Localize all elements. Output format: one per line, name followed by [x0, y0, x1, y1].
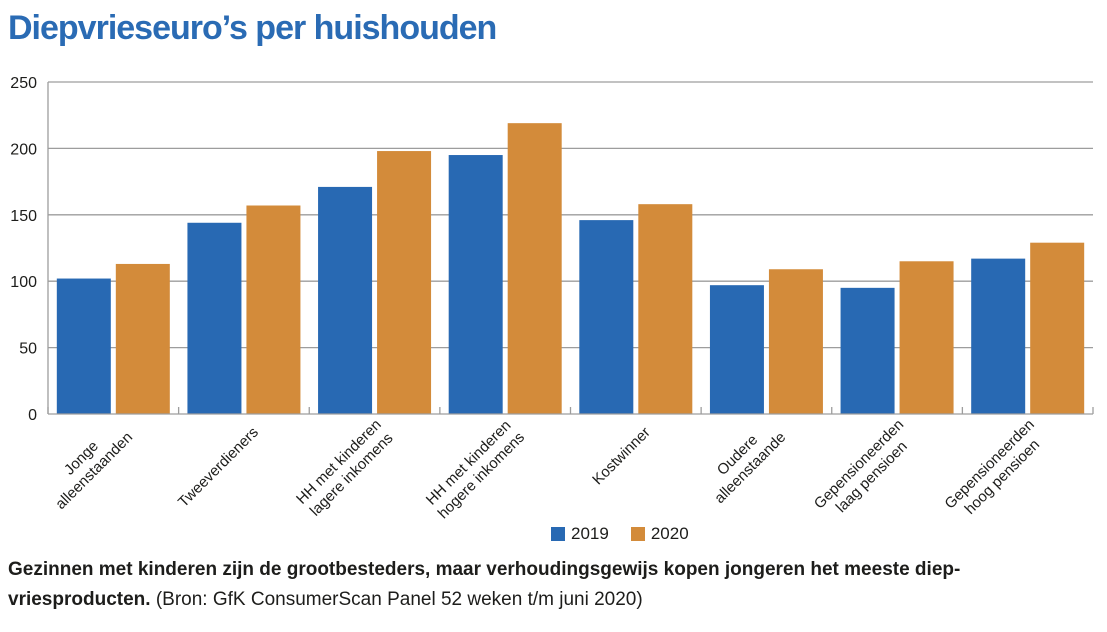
x-tick-label-line: Kostwinner — [589, 424, 653, 488]
y-axis-ticks: 0 50 100 150 200 250 — [10, 75, 37, 424]
y-tick-label: 50 — [19, 341, 37, 358]
bar-2019 — [579, 220, 634, 414]
bar-2020 — [507, 123, 562, 414]
x-tick-label: Kostwinner — [589, 424, 653, 488]
bar-2019 — [56, 278, 111, 414]
x-label-group: HH met kinderenhogere inkomens — [422, 416, 528, 520]
bar-2019 — [971, 258, 1026, 414]
bars — [56, 123, 1085, 414]
caption-bold: Gezinnen met kinderen zijn de grootbeste… — [8, 559, 961, 610]
bar-2020 — [768, 269, 823, 414]
bar-2019 — [709, 285, 764, 414]
bar-2020 — [1030, 242, 1085, 414]
x-label-group: Gepensioneerdenhoog pensioen — [941, 416, 1050, 520]
bar-2020 — [899, 261, 954, 414]
x-tick-label: HH met kinderenlagere inkomens — [293, 416, 397, 520]
bar-2019 — [187, 222, 242, 414]
y-tick-label: 100 — [10, 274, 37, 291]
legend-item-2020: 2020 — [630, 524, 689, 544]
bar-2020 — [377, 151, 432, 414]
x-label-group: Ouderealleenstaande — [698, 416, 789, 507]
x-axis-labels: Jongealleenstaanden Tweeverdieners HH met … — [39, 416, 1050, 520]
x-label-group: HH met kinderenlagere inkomens — [293, 416, 397, 520]
x-tick-label-line: Tweeverdieners — [175, 424, 262, 511]
x-tick-label: Ouderealleenstaande — [698, 416, 789, 507]
x-label-group: Tweeverdieners — [175, 424, 262, 511]
x-tick-label: Jongealleenstaanden — [39, 416, 136, 513]
caption: Gezinnen met kinderen zijn de grootbeste… — [8, 555, 1098, 615]
bar-2019 — [840, 287, 895, 414]
chart-title: Diepvrieseuro’s per huishouden — [8, 9, 497, 47]
legend: 2019 2020 — [551, 524, 711, 544]
x-tick-label: Tweeverdieners — [175, 424, 262, 511]
x-tick-label: Gepensioneerdenhoog pensioen — [941, 416, 1050, 520]
bar-2020 — [115, 263, 170, 414]
legend-swatch-2020 — [630, 527, 645, 541]
x-label-group: Kostwinner — [589, 424, 653, 488]
bar-2019 — [448, 155, 503, 414]
legend-item-2019: 2019 — [551, 524, 609, 544]
x-label-group: Jongealleenstaanden — [39, 416, 136, 513]
y-tick-label: 200 — [10, 141, 37, 158]
x-tick-label: HH met kinderenhogere inkomens — [422, 416, 528, 520]
x-label-group: Gepensioneerdenlaag pensioen — [811, 416, 920, 520]
x-tick-label: Gepensioneerdenlaag pensioen — [811, 416, 920, 520]
y-tick-label: 250 — [10, 75, 37, 92]
legend-swatch-2019 — [551, 527, 565, 541]
axes — [47, 82, 1094, 415]
y-tick-label: 0 — [28, 407, 37, 424]
caption-source: (Bron: GfK ConsumerScan Panel 52 weken t… — [150, 589, 643, 610]
bar-2020 — [246, 205, 301, 414]
legend-label-2020: 2020 — [650, 524, 689, 543]
bar-2020 — [638, 204, 693, 414]
legend-label-2019: 2019 — [571, 524, 609, 543]
bar-chart: 0 50 100 150 200 250 Jongealleenstaanden Tweev… — [10, 75, 1094, 520]
bar-2019 — [318, 186, 373, 414]
y-tick-label: 150 — [10, 208, 37, 225]
